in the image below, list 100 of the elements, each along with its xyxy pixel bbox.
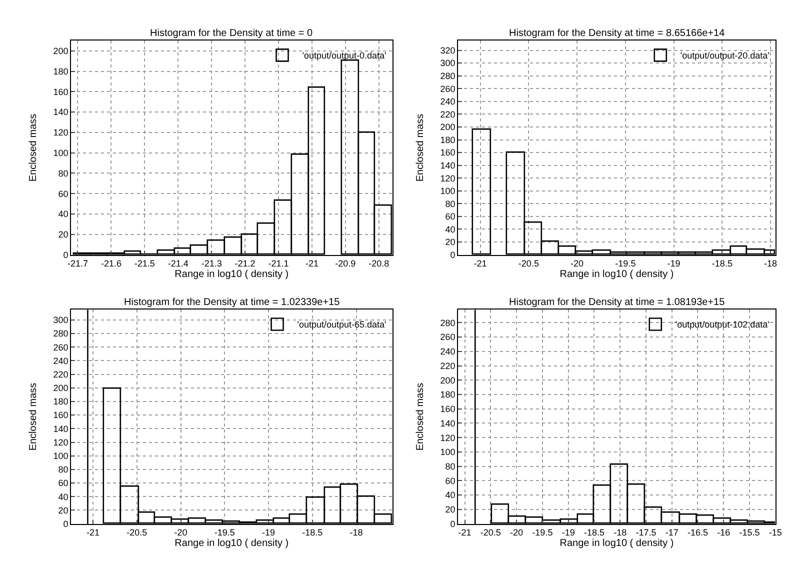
x-tick-label: -20.5 (518, 258, 539, 269)
x-tick-label: -19 (562, 528, 575, 538)
x-tick-label: -15 (768, 528, 782, 538)
y-tick-label: 160 (440, 148, 456, 158)
x-tick-label: -21.7 (67, 258, 88, 269)
x-tick-label: -18 (350, 528, 363, 538)
y-tick-label: 0 (63, 250, 68, 260)
x-tick-label: -21 (86, 528, 100, 538)
y-tick-label: 200 (440, 122, 456, 132)
x-tick-label: -16 (717, 528, 730, 538)
y-tick-label: 200 (53, 383, 68, 394)
y-tick-label: 20 (445, 237, 456, 248)
y-tick-label: 40 (445, 490, 456, 500)
x-tick-label: -20.8 (368, 258, 390, 269)
y-tick-label: 220 (440, 360, 456, 371)
y-tick-label: 80 (445, 461, 456, 472)
y-tick-label: 20 (445, 504, 456, 515)
y-tick-label: 100 (440, 186, 456, 196)
x-tick-label: -18 (614, 528, 627, 538)
y-tick-label: 300 (53, 315, 68, 326)
y-tick-label: 160 (440, 404, 456, 414)
x-tick-label: -19 (667, 258, 680, 269)
y-tick-label: 80 (58, 464, 68, 475)
x-tick-label: -17 (665, 528, 678, 538)
y-tick-label: 100 (53, 451, 68, 462)
x-tick-label: -21.4 (168, 258, 188, 269)
x-tick-label: -18.5 (712, 258, 732, 269)
y-tick-label: 220 (53, 369, 68, 380)
y-tick-label: 260 (53, 342, 68, 352)
y-tick-label: 140 (53, 107, 68, 118)
y-tick-label: 260 (440, 332, 456, 342)
x-tick-label: -20.5 (126, 528, 148, 538)
x-tick-label: -20.9 (335, 258, 356, 269)
legend-label: 'output/output-0.data' (302, 50, 387, 61)
x-tick-label: -21 (458, 528, 472, 538)
x-tick-label: -19.5 (532, 528, 553, 538)
chart-title: Histogram for the Density at time = 1.02339e+15 (124, 297, 340, 308)
chart-title: Histogram for the Density at time = 1.08193e+15 (509, 297, 726, 308)
y-tick-label: 120 (440, 432, 456, 443)
y-tick-label: 240 (440, 96, 456, 107)
x-axis-title: Range in log10 ( density ) (174, 269, 289, 280)
y-tick-label: 20 (58, 505, 68, 516)
x-tick-label: -17.5 (636, 528, 656, 538)
y-tick-label: 280 (53, 328, 68, 339)
y-tick-label: 240 (440, 346, 456, 357)
x-tick-label: -19.5 (615, 258, 636, 269)
x-tick-label: -19 (262, 528, 276, 538)
y-tick-label: 140 (440, 160, 456, 170)
y-tick-label: 280 (440, 71, 456, 82)
y-tick-label: 80 (58, 168, 68, 178)
y-tick-label: 160 (53, 86, 68, 97)
y-tick-label: 80 (445, 198, 456, 209)
x-tick-label: -21.2 (234, 258, 256, 269)
y-tick-label: 180 (53, 66, 68, 76)
y-tick-label: 40 (58, 209, 68, 220)
y-tick-label: 200 (53, 46, 68, 56)
x-tick-label: -20.5 (480, 528, 501, 538)
legend-label: 'output/output-20.data' (680, 50, 770, 61)
x-axis-title: Range in log10 ( density ) (174, 538, 289, 550)
y-tick-label: 180 (440, 390, 456, 400)
y-tick-label: 100 (53, 148, 68, 158)
y-tick-label: 280 (440, 318, 456, 328)
y-tick-label: 0 (63, 518, 68, 529)
y-tick-label: 40 (445, 224, 456, 234)
y-axis-title: Enclosed mass (28, 382, 40, 451)
x-tick-label: -15.5 (739, 528, 760, 538)
y-tick-label: 60 (58, 478, 68, 488)
y-tick-label: 60 (445, 476, 456, 486)
x-tick-label: -18.5 (584, 528, 604, 538)
x-tick-label: -18 (764, 258, 778, 269)
x-tick-label: -21 (474, 258, 487, 269)
x-tick-label: -18.5 (302, 528, 323, 538)
y-tick-label: 100 (440, 447, 456, 458)
chart-title: Histogram for the Density at time = 0 (150, 28, 313, 39)
legend-label: 'output/output-102.data' (675, 320, 770, 330)
x-tick-label: -20 (510, 528, 524, 538)
y-tick-label: 140 (53, 424, 68, 434)
y-tick-label: 20 (58, 230, 68, 240)
y-tick-label: 0 (450, 518, 456, 529)
x-tick-label: -21.6 (100, 258, 122, 269)
y-tick-label: 200 (440, 375, 456, 386)
y-tick-label: 260 (440, 84, 456, 94)
x-tick-label: -20 (174, 528, 188, 538)
legend-label: 'output/output-65.data' (297, 320, 387, 330)
y-tick-label: 0 (450, 250, 456, 260)
y-tick-label: 180 (53, 396, 68, 407)
y-tick-label: 140 (440, 418, 456, 428)
x-tick-label: -21 (305, 258, 318, 269)
y-axis-title: Enclosed mass (415, 382, 426, 451)
x-axis-title: Range in log10 ( density ) (560, 538, 674, 550)
y-tick-label: 120 (53, 128, 68, 138)
x-tick-label: -21.1 (268, 258, 289, 269)
y-tick-label: 320 (440, 45, 456, 56)
x-tick-label: -19.5 (214, 528, 235, 538)
chart-title: Histogram for the Density at time = 8.65166e+14 (509, 28, 726, 39)
y-tick-label: 120 (53, 437, 68, 448)
y-tick-label: 300 (440, 58, 456, 68)
x-tick-label: -21.3 (201, 258, 222, 269)
y-tick-label: 160 (53, 410, 68, 420)
x-tick-label: -20 (570, 258, 584, 269)
